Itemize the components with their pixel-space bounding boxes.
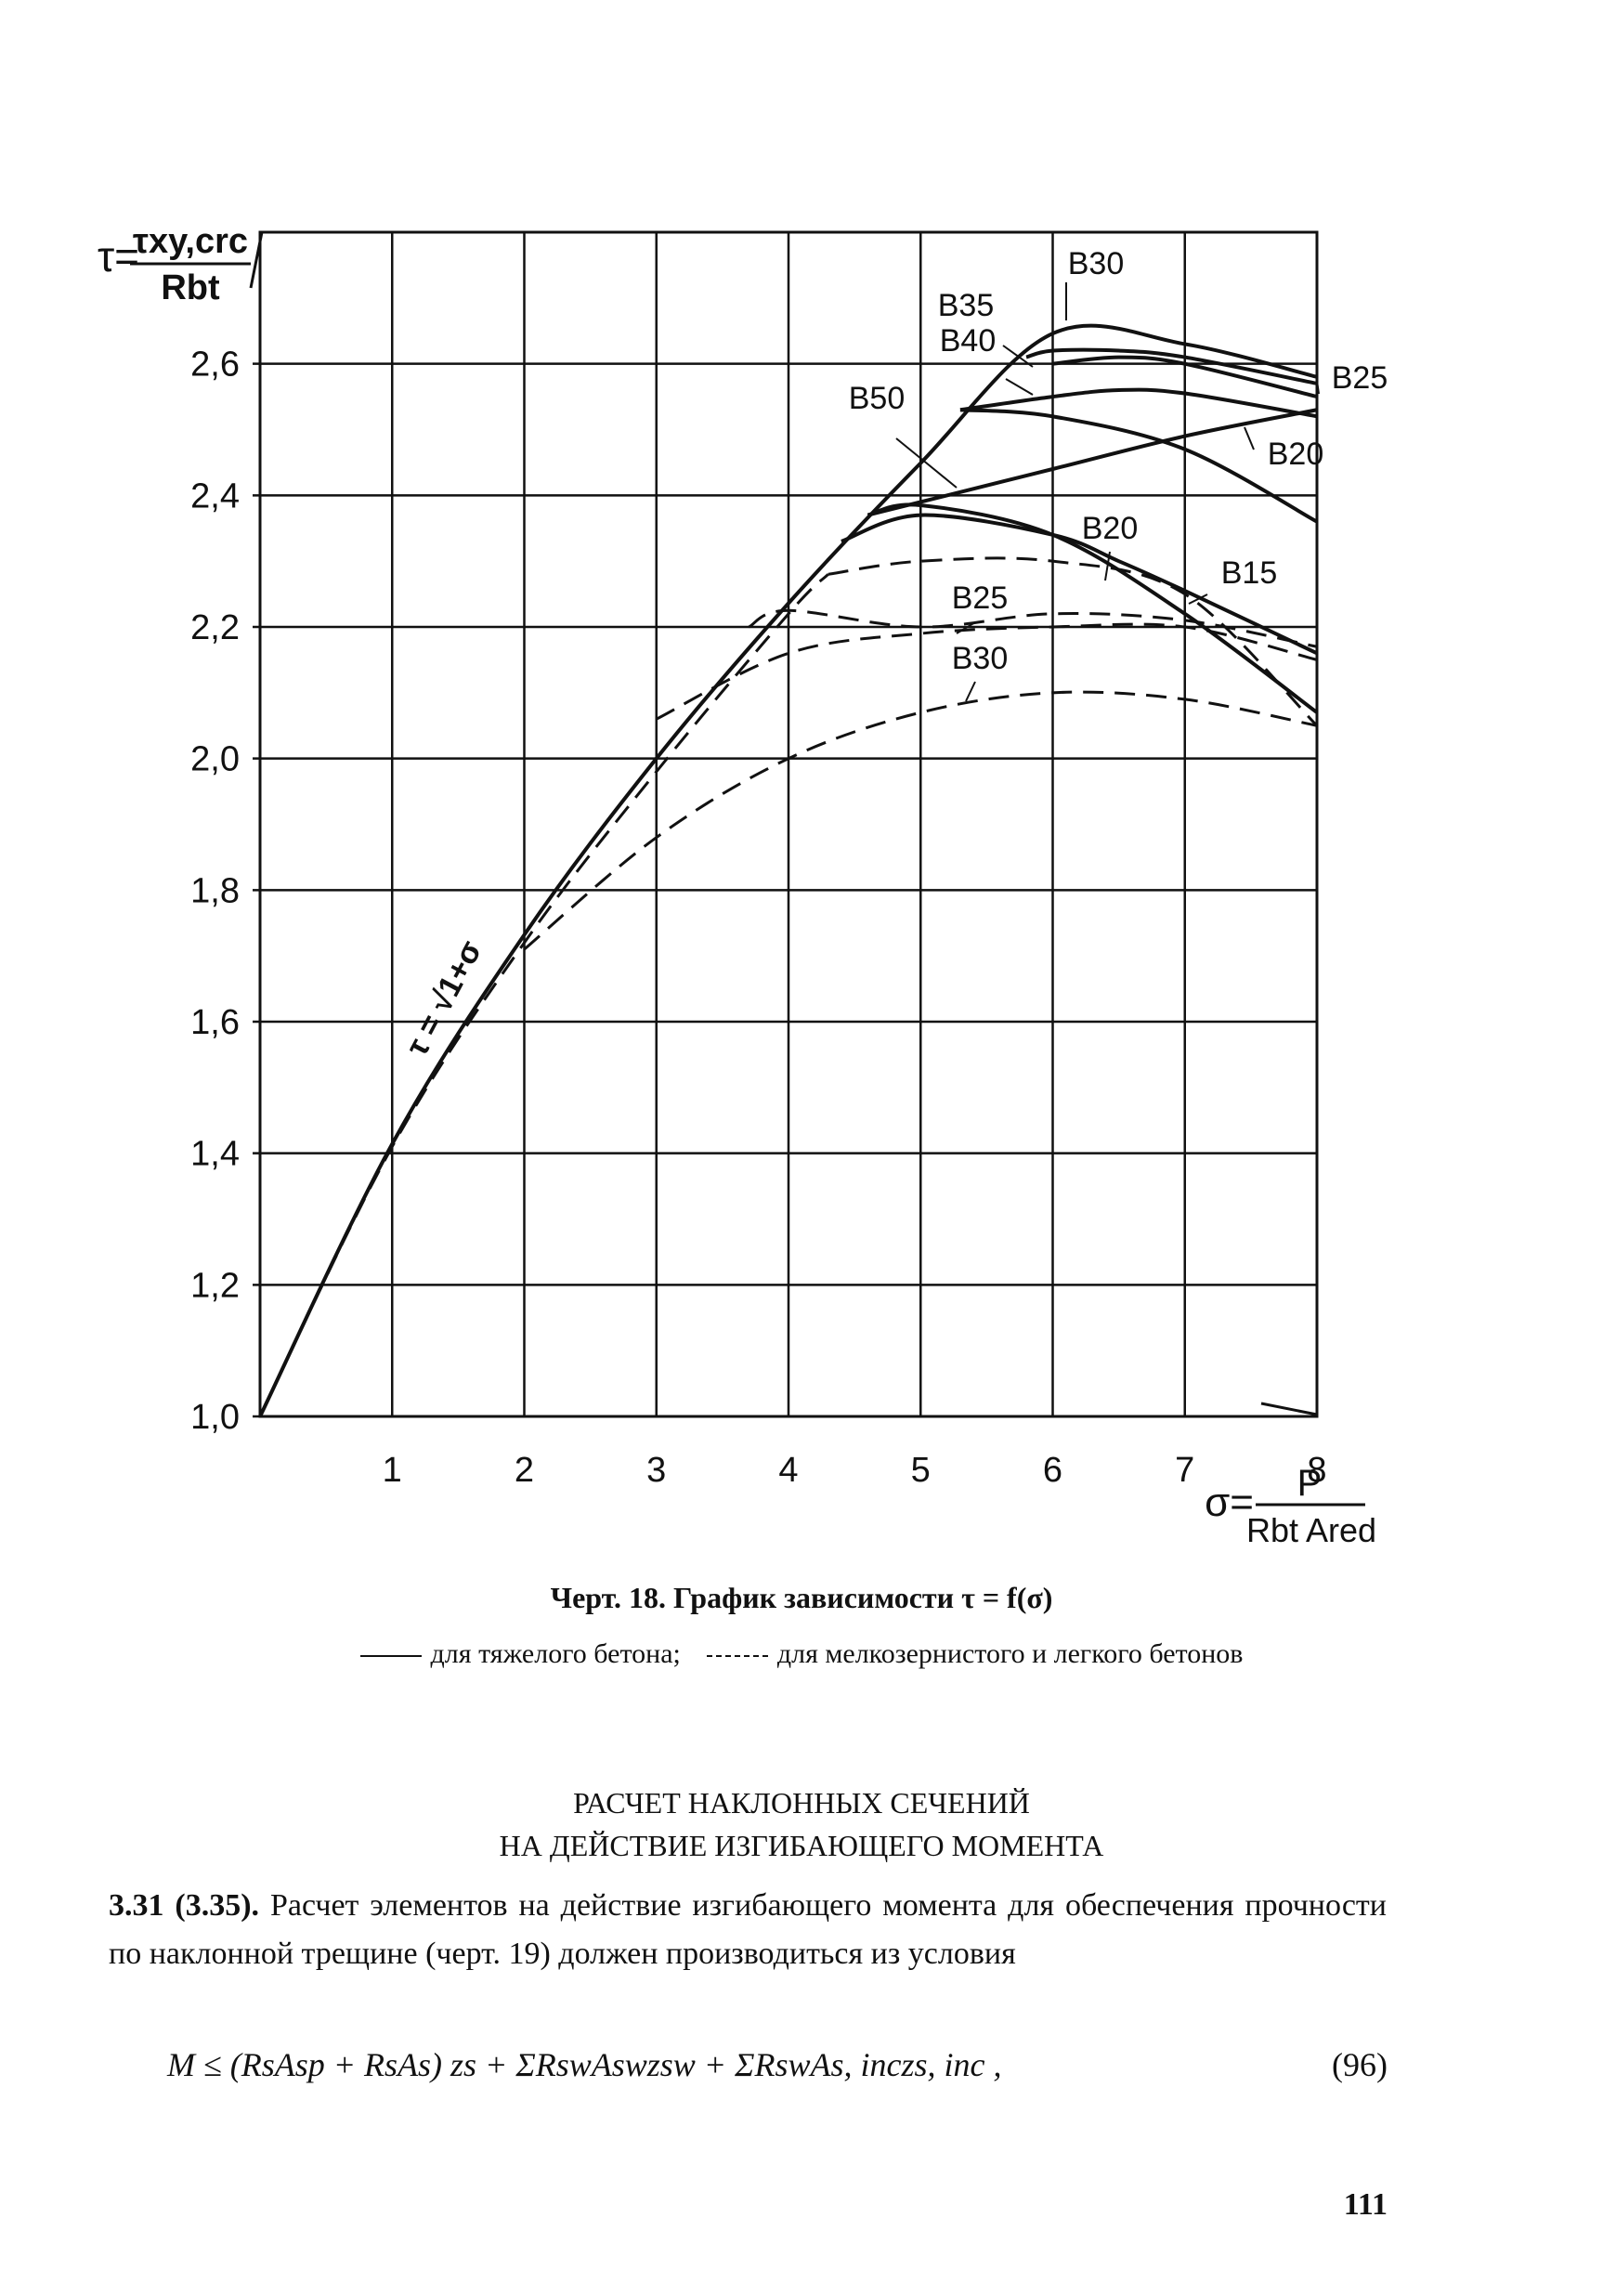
y-axis-denominator: Rbt: [161, 268, 220, 307]
annotation-leader: [965, 681, 976, 702]
x-tick-label: 7: [1175, 1451, 1194, 1490]
y-tick-label: 1,6: [190, 1003, 240, 1042]
series-annotation-b25: B25: [952, 581, 1009, 616]
annotation-leader: [1244, 426, 1255, 450]
series-line-b25-dashed: [748, 608, 1318, 648]
series-annotation-b25: B25: [1332, 360, 1388, 396]
envelope-label: τ = √1+σ: [399, 934, 489, 1062]
series-line-b50-solid: [959, 408, 1318, 524]
x-axis-symbol: σ=: [1205, 1480, 1254, 1525]
series-annotation-b50: B50: [849, 381, 906, 416]
x-tick-label: 2: [515, 1451, 534, 1490]
y-axis-symbol: τ=: [98, 232, 139, 280]
annotation-leader: [895, 437, 958, 489]
series-line-b40-solid: [1052, 355, 1318, 399]
x-tick-label: 3: [646, 1451, 666, 1490]
annotation-leader: [1104, 551, 1111, 581]
section-title-line2: НА ДЕЙСТВИЕ ИЗГИБАЮЩЕГО МОМЕНТА: [499, 1829, 1104, 1862]
formula: M ≤ (RsAsp + RsAs) zs + ΣRswAswzsw + ΣRs…: [167, 2046, 1002, 2083]
series-annotation-b30: B30: [1068, 246, 1125, 281]
series-line-b20-solid: [867, 502, 1319, 714]
x-tick-label: 8: [1307, 1451, 1326, 1490]
series-annotation-b35: B35: [938, 288, 995, 323]
x-axis-arrow: [1260, 1402, 1318, 1416]
series-line-b30-dashed: [656, 622, 1318, 721]
annotation-leader: [1005, 378, 1034, 396]
series-annotation-b30: B30: [952, 641, 1009, 676]
series-annotation-b20: B20: [1268, 437, 1324, 472]
y-axis-numerator: τxy,crc: [133, 222, 248, 261]
x-axis-denominator: Rbt Ared: [1246, 1511, 1376, 1549]
y-tick-label: 1,8: [190, 871, 240, 910]
x-tick-label: 6: [1043, 1451, 1062, 1490]
series-line-b25-solid: [959, 387, 1318, 419]
legend-solid-swatch: [359, 1655, 422, 1658]
series-line-b30-dashed: [523, 690, 1318, 951]
equation-number: (96): [1332, 2046, 1388, 2083]
y-tick-label: 2,4: [190, 476, 240, 515]
y-tick-label: 2,6: [190, 346, 240, 385]
annotation-leader: [1316, 380, 1320, 395]
y-tick-label: 1,0: [190, 1398, 240, 1437]
series-annotation-b40: B40: [940, 323, 997, 359]
annotation-leader: [1188, 594, 1208, 605]
series-line-b30-solid: [258, 323, 1318, 1417]
chart-legend: для тяжелого бетона; для мелкозернистого …: [0, 1638, 1603, 1670]
series-line-b20-dashed: [828, 556, 1319, 727]
clause-text: Расчет элементов на действие изгибающего…: [109, 1888, 1387, 1971]
annotation-leader: [956, 621, 976, 634]
y-tick-label: 2,0: [190, 740, 240, 779]
x-tick-label: 1: [383, 1451, 402, 1490]
y-tick-label: 2,2: [190, 608, 240, 647]
series-line-b35-solid: [1025, 347, 1318, 385]
x-axis-numerator: P: [1297, 1463, 1323, 1504]
annotation-leader: [1002, 345, 1034, 368]
y-axis-arrow: [249, 231, 264, 289]
clause-number: 3.31 (3.35).: [109, 1888, 260, 1923]
y-tick-label: 1,2: [190, 1266, 240, 1305]
section-title-line1: РАСЧЕТ НАКЛОННЫХ СЕЧЕНИЙ: [573, 1786, 1030, 1820]
page-number: 111: [1343, 2187, 1388, 2222]
legend-dashed-swatch: [706, 1655, 768, 1658]
y-tick-label: 1,4: [190, 1135, 240, 1174]
legend-solid-label: для тяжелого бетона;: [430, 1638, 681, 1669]
series-line-b15-solid: [841, 513, 1318, 656]
series-line-b20-solid: [867, 408, 1318, 517]
x-tick-label: 5: [911, 1451, 931, 1490]
body-paragraph: 3.31 (3.35). Расчет элементов на действи…: [109, 1882, 1387, 1978]
series-line-envelope-dashed: [258, 573, 829, 1417]
series-annotation-b15: B15: [1221, 555, 1278, 591]
chart: 1 2 3 4 5 6 7 8 1,0 1,2 1,4 1,6 1,8 2,0 2,2 2,4 2,6 τ=τxy…: [98, 222, 1388, 1549]
figure-caption: Черт. 18. График зависимости τ = f(σ): [550, 1581, 1053, 1614]
legend-dashed-label: для мелкозернистого и легкого бетонов: [776, 1638, 1244, 1669]
section-title: РАСЧЕТ НАКЛОННЫХ СЕЧЕНИЙ НА ДЕЙСТВИЕ ИЗГ…: [0, 1781, 1603, 1867]
x-tick-label: 4: [778, 1451, 798, 1490]
series-annotation-b20: B20: [1082, 511, 1139, 546]
